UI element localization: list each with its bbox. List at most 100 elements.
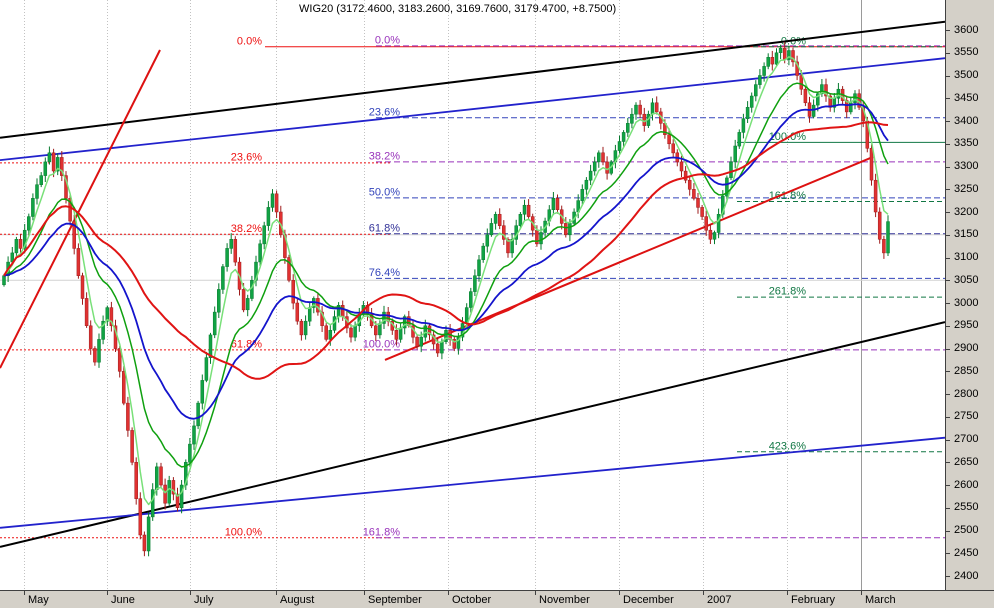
candle-body bbox=[274, 193, 279, 213]
candle-body bbox=[696, 198, 700, 208]
fib-level-label: 0.0% bbox=[375, 34, 400, 46]
chart-canvas[interactable]: 0.0% 23.6% 38.2% 61.8% 100.0% 0.0% 23.6% 38.2% 5… bbox=[0, 0, 945, 590]
y-axis-tick bbox=[946, 485, 950, 486]
candle-body bbox=[477, 259, 481, 276]
candle-body bbox=[758, 75, 762, 85]
candle-body bbox=[745, 107, 750, 119]
chart-title-quote: WIG20 (3172.4600, 3183.2600, 3169.7600, … bbox=[299, 3, 617, 15]
candle-body bbox=[423, 325, 428, 338]
candle-body bbox=[374, 325, 378, 336]
y-axis-tick bbox=[946, 507, 950, 509]
y-axis-label: 2950 bbox=[954, 319, 979, 332]
candle-body bbox=[266, 207, 271, 226]
candle-body bbox=[208, 334, 213, 358]
candle-body bbox=[105, 307, 110, 322]
candle-body bbox=[14, 239, 19, 254]
y-axis-tick bbox=[946, 98, 950, 100]
y-axis-tick bbox=[946, 439, 950, 441]
fib-level-label: 23.6% bbox=[369, 106, 400, 118]
y-axis-label: 2450 bbox=[954, 546, 979, 559]
candle-body bbox=[502, 225, 506, 240]
x-axis-tick bbox=[24, 591, 25, 595]
y-axis-label: 3000 bbox=[954, 296, 979, 309]
y-axis-label: 2700 bbox=[954, 433, 979, 445]
gray-horizontal-levels bbox=[0, 234, 945, 281]
y-axis-tick bbox=[946, 325, 950, 327]
candle-body bbox=[18, 239, 23, 249]
candle-body bbox=[43, 161, 48, 176]
y-axis-label: 3200 bbox=[954, 205, 979, 218]
candle-body bbox=[754, 84, 758, 97]
candle-body bbox=[617, 141, 622, 151]
candle-body bbox=[221, 266, 225, 290]
y-axis-tick bbox=[946, 143, 950, 145]
candle-body bbox=[824, 84, 828, 97]
y-axis-tick bbox=[946, 576, 950, 577]
candle-body bbox=[175, 493, 180, 508]
candle-body bbox=[737, 132, 742, 147]
y-axis-label: 2600 bbox=[954, 478, 979, 491]
fib-level-label: 161.8% bbox=[363, 526, 401, 538]
candle-body bbox=[72, 220, 76, 249]
candle-body bbox=[721, 195, 725, 215]
candle-body bbox=[716, 214, 721, 233]
candle-body bbox=[378, 323, 382, 336]
candle-body bbox=[287, 257, 291, 281]
candle-body bbox=[134, 462, 138, 499]
candle-body bbox=[597, 152, 601, 163]
candle-body bbox=[873, 179, 878, 213]
candle-body bbox=[291, 280, 295, 304]
fib-level-label: 76.4% bbox=[369, 267, 400, 279]
y-axis-label: 2900 bbox=[954, 342, 979, 354]
candle-body bbox=[320, 311, 324, 326]
x-axis-month-label: March bbox=[865, 594, 896, 606]
candle-body bbox=[605, 161, 609, 174]
candle-body bbox=[671, 143, 675, 154]
y-axis-tick bbox=[946, 189, 950, 191]
candle-body bbox=[97, 339, 101, 363]
y-axis-label: 2550 bbox=[954, 501, 979, 514]
candle-body bbox=[93, 348, 97, 363]
candle-body bbox=[117, 348, 122, 372]
candle-body bbox=[526, 204, 531, 217]
candle-body bbox=[440, 341, 444, 354]
y-axis-tick bbox=[946, 234, 950, 236]
candle-body bbox=[184, 462, 188, 486]
candle-body bbox=[452, 339, 457, 349]
candle-body bbox=[473, 275, 477, 292]
y-axis-label: 3250 bbox=[954, 182, 979, 195]
trendline-red-steep bbox=[0, 49, 161, 369]
candle-body bbox=[307, 307, 312, 322]
candle-body bbox=[683, 170, 688, 181]
y-axis-tick bbox=[946, 348, 950, 350]
candle-body bbox=[820, 84, 824, 94]
moving-averages bbox=[3, 56, 889, 506]
candle-body bbox=[853, 93, 857, 104]
candle-body bbox=[299, 320, 304, 336]
y-axis-tick bbox=[946, 280, 950, 282]
x-axis: May June July August September October Novembe… bbox=[0, 590, 994, 608]
candle-body bbox=[192, 425, 196, 445]
candle-body bbox=[816, 93, 820, 106]
candle-body bbox=[398, 327, 403, 340]
candle-body bbox=[435, 343, 440, 354]
candle-body bbox=[419, 336, 423, 347]
candle-body bbox=[555, 198, 560, 210]
y-axis-label: 2650 bbox=[954, 455, 979, 468]
y-axis-label: 2400 bbox=[954, 569, 979, 582]
y-axis-tick bbox=[946, 75, 950, 77]
candle-body bbox=[159, 466, 163, 486]
candle-body bbox=[353, 325, 357, 338]
candle-body bbox=[650, 102, 655, 115]
candle-body bbox=[163, 484, 167, 504]
fib-level-label: 161.8% bbox=[769, 190, 807, 202]
y-axis-label: 3150 bbox=[954, 228, 979, 241]
candle-body bbox=[803, 88, 808, 104]
candle-body bbox=[539, 232, 543, 245]
candle-body bbox=[303, 320, 308, 336]
candle-body bbox=[212, 311, 217, 336]
candle-body bbox=[638, 104, 642, 115]
price-chart-plot[interactable]: 0.0% 23.6% 38.2% 61.8% 100.0% 0.0% 23.6% 38.2% 5… bbox=[0, 0, 945, 590]
candle-body bbox=[80, 275, 85, 299]
candle-body bbox=[778, 47, 783, 53]
